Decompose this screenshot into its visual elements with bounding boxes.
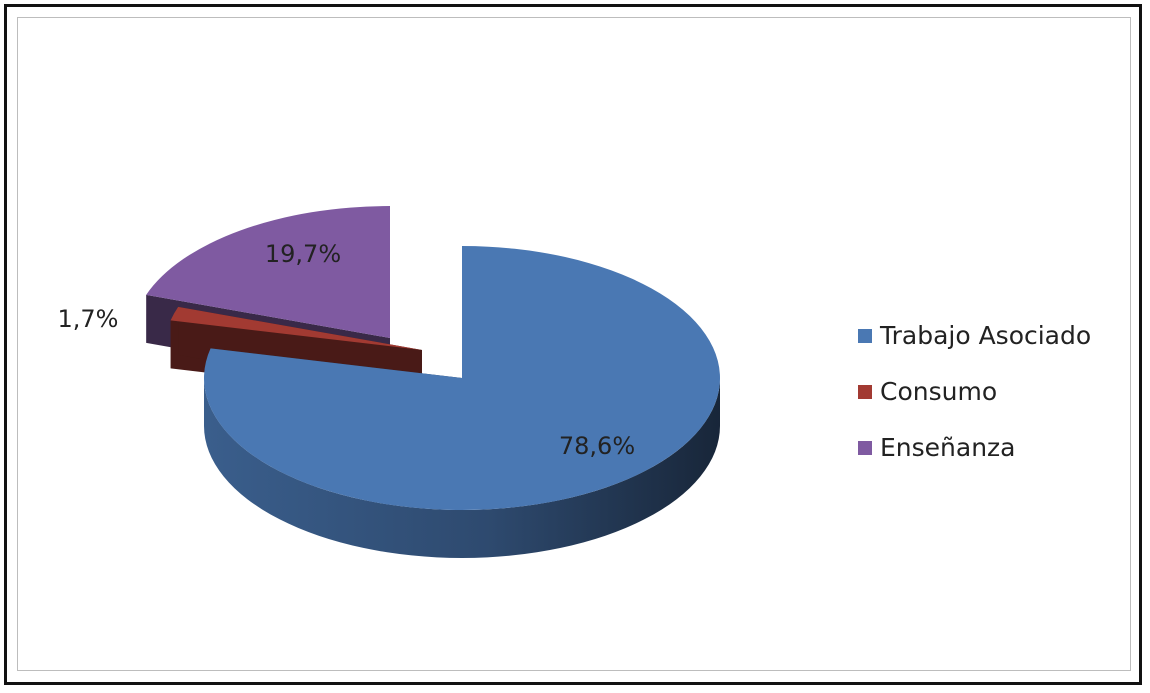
slice-side-0 <box>204 378 720 558</box>
data-label-2: 19,7% <box>265 240 341 268</box>
slice-enseñanza <box>146 206 390 338</box>
legend-label-2: Enseñanza <box>880 433 1016 462</box>
legend-swatch-0 <box>858 329 872 343</box>
slice-consumo <box>170 306 422 350</box>
legend-swatch-1 <box>858 385 872 399</box>
data-label-1: 1,7% <box>58 305 119 333</box>
pie-tops <box>146 206 720 511</box>
legend: Trabajo Asociado Consumo Enseñanza <box>858 321 1091 462</box>
legend-label-0: Trabajo Asociado <box>879 321 1091 350</box>
pie-labels: 19,7% 1,7% 78,6% <box>58 240 636 460</box>
legend-label-1: Consumo <box>880 377 997 406</box>
chart-area <box>17 17 1131 671</box>
legend-swatch-2 <box>858 441 872 455</box>
slice-trabajo-asociado <box>204 246 720 511</box>
data-label-0: 78,6% <box>559 432 635 460</box>
